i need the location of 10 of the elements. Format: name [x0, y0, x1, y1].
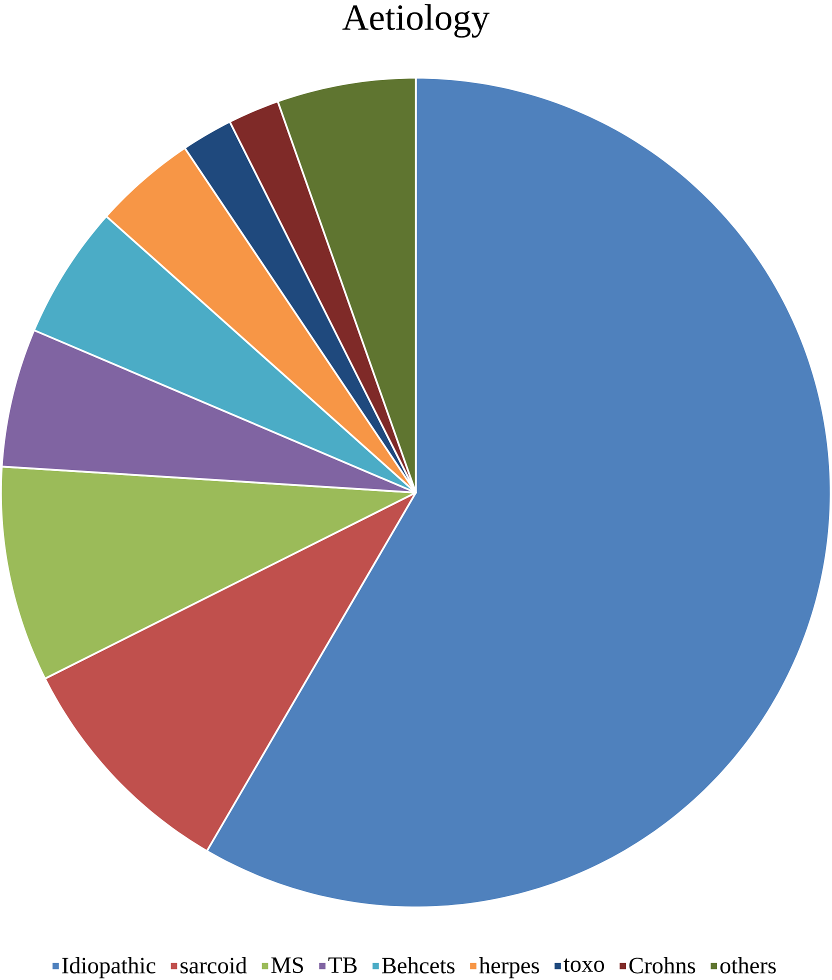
chart-title: Aetiology: [342, 4, 490, 38]
legend-label: toxo: [564, 958, 604, 972]
legend-label: herpes: [479, 957, 540, 978]
legend-label: Behcets: [382, 957, 455, 974]
legend-label: TB: [328, 957, 357, 973]
legend-label: Crohns: [630, 957, 696, 974]
legend-label: sarcoid: [180, 957, 248, 974]
legend-label: others: [720, 957, 776, 974]
legend-label: MS: [271, 957, 304, 974]
legend-label: Idiopathic: [62, 957, 156, 978]
